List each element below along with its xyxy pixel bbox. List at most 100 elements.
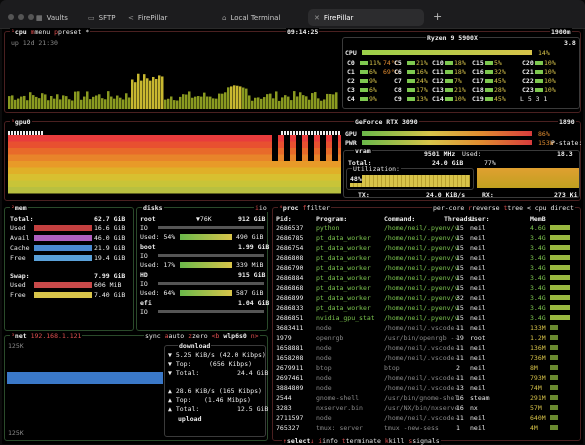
gpu-graph-cell <box>29 154 32 161</box>
gpu-graph-cell <box>80 161 83 168</box>
gpu-graph-cell <box>98 135 101 142</box>
cpu-graph-bar <box>239 86 242 109</box>
proc-user: neil <box>470 234 486 242</box>
gpu-graph-cell <box>308 187 311 194</box>
btop-terminal[interactable]: ¹cpu mmenu ppreset * 09:14:25 1900m up 1… <box>2 28 583 445</box>
gpu-graph-cell <box>227 161 230 168</box>
gpu-model: GeForce RTX 3090 <box>354 118 419 126</box>
gpu-graph-cell <box>134 135 137 142</box>
tab-vaults[interactable]: ▦ Vaults <box>36 13 68 22</box>
gpu-graph-cell <box>233 141 236 148</box>
gpu-graph-cell <box>134 187 137 194</box>
window-control[interactable] <box>18 14 24 20</box>
gpu-graph-cell <box>239 174 242 181</box>
proc-controls[interactable]: per-core rreverse ttree < cpu direct <box>432 204 575 212</box>
proc-pid: 2686868 <box>276 284 304 292</box>
cpu-graph-bar <box>38 98 41 109</box>
gpu-graph-cell <box>38 148 41 155</box>
gpu-graph-cell <box>332 180 335 187</box>
gpu-graph-cell <box>323 167 326 174</box>
gpu-graph-cell <box>56 135 59 142</box>
signals-button[interactable]: signals <box>412 437 440 445</box>
gpu-graph-cell <box>320 161 323 168</box>
gpu-graph-cell <box>287 180 290 187</box>
gpu-graph-cell <box>170 161 173 168</box>
gpu-graph-cell <box>290 180 293 187</box>
gpu-graph-cell <box>125 187 128 194</box>
cpu-core-pct: 10% <box>544 59 556 67</box>
gpu-graph-cell <box>260 141 263 148</box>
net-controls[interactable]: sync aauto zzero <b wlp6s0 n> <box>144 332 260 340</box>
terminate-button[interactable]: terminate <box>345 437 381 445</box>
proc-mem: 736M <box>530 354 546 362</box>
gpu-graph-cell <box>332 167 335 174</box>
window-control[interactable] <box>28 14 34 20</box>
gpu-graph-cell <box>8 135 11 142</box>
gpu-graph-cell <box>14 187 17 194</box>
tab-firepillar-active[interactable]: ✕ FirePillar <box>308 9 424 26</box>
gpu-graph-cell <box>182 141 185 148</box>
gpu-graph-cell <box>281 174 284 181</box>
gpu-graph-cell <box>32 141 35 148</box>
gpu-graph-cell <box>56 187 59 194</box>
cpu-graph-bar <box>326 93 329 109</box>
cpu-graph-bar <box>167 98 170 109</box>
select-button[interactable]: select <box>286 437 311 445</box>
gpu-pstate: P-state: <box>551 139 583 147</box>
cpu-core-bar <box>485 97 493 101</box>
info-button[interactable]: info <box>322 437 338 445</box>
tab-local-terminal[interactable]: ⌂ Local Terminal <box>222 13 281 22</box>
gpu-graph-cell <box>254 135 257 142</box>
cpu-graph-bar <box>50 96 53 109</box>
cpu-core-bar <box>535 70 543 74</box>
proc-col-header[interactable]: MemB <box>530 215 546 223</box>
gpu-graph-cell <box>161 174 164 181</box>
disk-used-val: 339 MiB <box>236 261 264 269</box>
net-scale-bottom: 125K <box>8 429 24 437</box>
proc-mem-bar <box>550 295 570 300</box>
gpu-graph-cell <box>185 174 188 181</box>
disk-size: 1.99 GiB <box>238 243 270 251</box>
gpu-graph-cell <box>338 161 341 168</box>
cpu-graph-bar <box>35 96 38 109</box>
proc-pid: 2686899 <box>276 294 304 302</box>
cpu-graph-bar <box>47 100 50 109</box>
gpu-graph-cell <box>278 161 281 168</box>
gpu-graph-cell <box>107 174 110 181</box>
gpu-graph-cell <box>47 161 50 168</box>
proc-pid: 2686754 <box>276 244 304 252</box>
gpu-graph-cell <box>260 174 263 181</box>
proc-mem: 4.6G <box>530 224 546 232</box>
gpu-graph-cell <box>221 154 224 161</box>
gpu-graph-cell <box>242 187 245 194</box>
proc-command: /home/neil/.pyenv/v <box>384 274 459 282</box>
window-control[interactable] <box>8 14 14 20</box>
gpu-graph-cell <box>128 141 131 148</box>
cpu-core-id: C11 <box>432 68 444 76</box>
gpu-graph-cell <box>242 161 245 168</box>
tab-firepillar[interactable]: < FirePillar <box>128 13 168 22</box>
proc-col-header[interactable]: Threads: <box>444 215 476 223</box>
gpu-graph-cell <box>317 135 320 142</box>
new-tab-plus-icon[interactable]: + <box>433 10 443 23</box>
proc-col-header[interactable]: Pid: <box>276 215 292 223</box>
gpu-graph-cell <box>35 187 38 194</box>
net-scale-top: 125K <box>8 342 24 350</box>
gpu-graph-cell <box>71 154 74 161</box>
proc-col-header[interactable]: Command: <box>384 215 416 223</box>
gpu-graph-cell <box>128 174 131 181</box>
upload-label: upload <box>178 415 202 423</box>
kill-button[interactable]: kill <box>388 437 405 445</box>
close-icon[interactable]: ✕ <box>314 13 320 22</box>
gpu-graph-cell <box>107 148 110 155</box>
gpu-graph-cell <box>218 135 221 142</box>
proc-col-header[interactable]: Program: <box>316 215 348 223</box>
gpu-graph-cell <box>323 174 326 181</box>
disks-io-toggle[interactable]: iio <box>254 204 268 212</box>
proc-col-header[interactable]: User: <box>470 215 490 223</box>
gpu-graph-cell <box>71 187 74 194</box>
gpu-graph-cell <box>65 135 68 142</box>
gpu-graph-cell <box>53 141 56 148</box>
tab-sftp[interactable]: ▭ SFTP <box>88 13 116 22</box>
cpu-graph-bar <box>137 73 140 109</box>
